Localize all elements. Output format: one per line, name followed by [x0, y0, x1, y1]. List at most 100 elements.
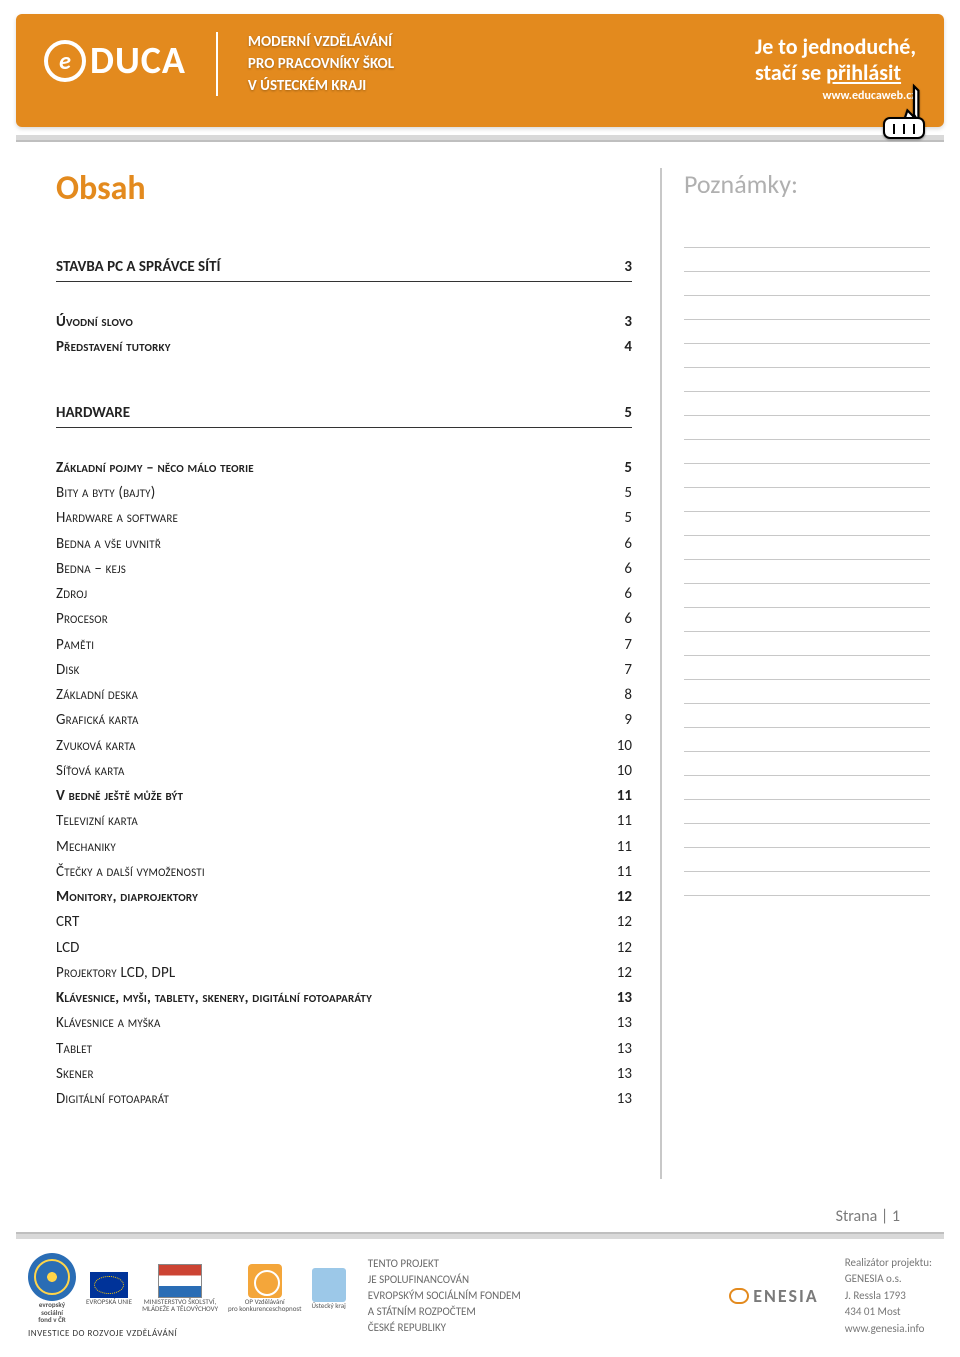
- footer-text-line: J. Ressla 1793: [845, 1288, 932, 1305]
- toc-row[interactable]: Hardware a software5: [56, 506, 632, 531]
- genesia-text: ENESIA: [753, 1285, 818, 1307]
- toc-label: STAVBA PC A SPRÁVCE SÍTÍ: [56, 256, 598, 279]
- toc-row[interactable]: CRT12: [56, 910, 632, 935]
- toc-page: 12: [598, 962, 632, 985]
- toc-row[interactable]: Paměti7: [56, 633, 632, 658]
- toc-label: Představení tutorky: [56, 336, 598, 359]
- toc-row[interactable]: Bedna – kejs6: [56, 557, 632, 582]
- toc-label: Základní deska: [56, 684, 598, 707]
- footer-text-line: ČESKÉ REPUBLIKY: [368, 1320, 521, 1336]
- toc-page: 13: [598, 1038, 632, 1061]
- msmt-logo-icon: MINISTERSTVO ŠKOLSTVÍ, MLÁDEŽE A TĚLOVÝC…: [142, 1264, 218, 1313]
- toc-page: 5: [598, 402, 632, 425]
- toc-page: 10: [598, 760, 632, 783]
- note-line: [684, 584, 930, 608]
- toc-row[interactable]: Digitální fotoaparát13: [56, 1087, 632, 1112]
- note-line: [684, 296, 930, 320]
- toc-label: HARDWARE: [56, 402, 598, 425]
- toc-page: 7: [598, 634, 632, 657]
- toc-label: Úvodní slovo: [56, 311, 598, 334]
- toc-row[interactable]: Síťová karta10: [56, 759, 632, 784]
- note-line: [684, 392, 930, 416]
- logo-e-icon: e: [44, 40, 86, 82]
- toc-row[interactable]: Projektory LCD, DPL12: [56, 961, 632, 986]
- note-line: [684, 776, 930, 800]
- genesia-ring-icon: [729, 1288, 749, 1304]
- toc-row[interactable]: Zvuková karta10: [56, 734, 632, 759]
- toc-row[interactable]: Procesor6: [56, 607, 632, 632]
- toc-label: CRT: [56, 911, 598, 934]
- toc-label: V bedně ještě může být: [56, 785, 598, 808]
- toc-page: 6: [598, 608, 632, 631]
- toc-row[interactable]: Zdroj6: [56, 582, 632, 607]
- footer-invest-text: INVESTICE DO ROZVOJE VZDĚLÁVÁNÍ: [28, 1328, 346, 1339]
- toc-row[interactable]: STAVBA PC A SPRÁVCE SÍTÍ3: [56, 255, 632, 282]
- toc-label: Grafická karta: [56, 709, 598, 732]
- toc-label: Základní pojmy – něco málo teorie: [56, 457, 598, 480]
- note-line: [684, 320, 930, 344]
- note-line: [684, 344, 930, 368]
- note-line: [684, 608, 930, 632]
- toc-label: LCD: [56, 937, 598, 960]
- toc-label: Bity a byty (bajty): [56, 482, 598, 505]
- toc-row[interactable]: Bity a byty (bajty)5: [56, 481, 632, 506]
- toc-row[interactable]: Skener13: [56, 1062, 632, 1087]
- toc-label: Klávesnice, myši, tablety, skenery, digi…: [56, 987, 598, 1010]
- toc-row[interactable]: Mechaniky11: [56, 835, 632, 860]
- toc-row[interactable]: Úvodní slovo3: [56, 310, 632, 335]
- esf-logo-icon: evropský sociální fond v ČR: [28, 1253, 76, 1324]
- toc-label: Čtečky a další vymoženosti: [56, 861, 598, 884]
- note-line: [684, 272, 930, 296]
- toc-row[interactable]: Tablet13: [56, 1037, 632, 1062]
- toc-row[interactable]: HARDWARE5: [56, 401, 632, 428]
- genesia-logo: ENESIA: [729, 1285, 818, 1307]
- toc-page: 4: [598, 336, 632, 359]
- toc-page: 9: [598, 709, 632, 732]
- toc-row[interactable]: Televizní karta11: [56, 809, 632, 834]
- toc-row[interactable]: V bedně ještě může být11: [56, 784, 632, 809]
- toc-row[interactable]: Klávesnice, myši, tablety, skenery, digi…: [56, 986, 632, 1011]
- uk-logo-icon: Ústecký kraj: [311, 1268, 345, 1310]
- tagline-line: PRO PRACOVNÍKY ŠKOL: [248, 54, 394, 76]
- eu-flag-icon: EVROPSKÁ UNIE: [86, 1272, 132, 1306]
- footer-text-line: A STÁTNÍM ROZPOČTEM: [368, 1304, 521, 1320]
- note-line: [684, 248, 930, 272]
- toc-row[interactable]: Grafická karta9: [56, 708, 632, 733]
- toc-row[interactable]: Čtečky a další vymoženosti11: [56, 860, 632, 885]
- table-of-contents: STAVBA PC A SPRÁVCE SÍTÍ3Úvodní slovo3Př…: [56, 255, 632, 1113]
- note-line: [684, 224, 930, 248]
- footer-text-line: JE SPOLUFINANCOVÁN: [368, 1272, 521, 1288]
- footer-realizer: Realizátor projektu: GENESIA o.s. J. Res…: [845, 1255, 932, 1338]
- page-number: Strana | 1: [0, 1189, 960, 1232]
- toc-page: 11: [598, 810, 632, 833]
- toc-label: Monitory, diaprojektory: [56, 886, 598, 909]
- note-line: [684, 872, 930, 896]
- toc-page: 3: [598, 256, 632, 279]
- toc-page: 13: [598, 1063, 632, 1086]
- toc-row[interactable]: Základní deska8: [56, 683, 632, 708]
- toc-row[interactable]: Monitory, diaprojektory12: [56, 885, 632, 910]
- toc-row[interactable]: Základní pojmy – něco málo teorie5: [56, 456, 632, 481]
- header-rule: [16, 135, 944, 142]
- note-line: [684, 560, 930, 584]
- toc-row[interactable]: Disk7: [56, 658, 632, 683]
- header-divider: [216, 32, 218, 96]
- toc-label: Klávesnice a myška: [56, 1012, 598, 1035]
- toc-page: 13: [598, 1012, 632, 1035]
- toc-row[interactable]: Bedna a vše uvnitř6: [56, 532, 632, 557]
- notes-title: Poznámky:: [684, 168, 930, 200]
- toc-row[interactable]: Klávesnice a myška13: [56, 1011, 632, 1036]
- note-line: [684, 416, 930, 440]
- toc-row[interactable]: Představení tutorky4: [56, 335, 632, 360]
- note-line: [684, 512, 930, 536]
- note-line: [684, 848, 930, 872]
- toc-label: Hardware a software: [56, 507, 598, 530]
- toc-label: Digitální fotoaparát: [56, 1088, 598, 1111]
- logo: e DUCA: [44, 32, 186, 84]
- toc-page: 5: [598, 457, 632, 480]
- note-line: [684, 656, 930, 680]
- note-line: [684, 704, 930, 728]
- cursor-icon: [878, 80, 932, 149]
- note-line: [684, 440, 930, 464]
- toc-row[interactable]: LCD12: [56, 936, 632, 961]
